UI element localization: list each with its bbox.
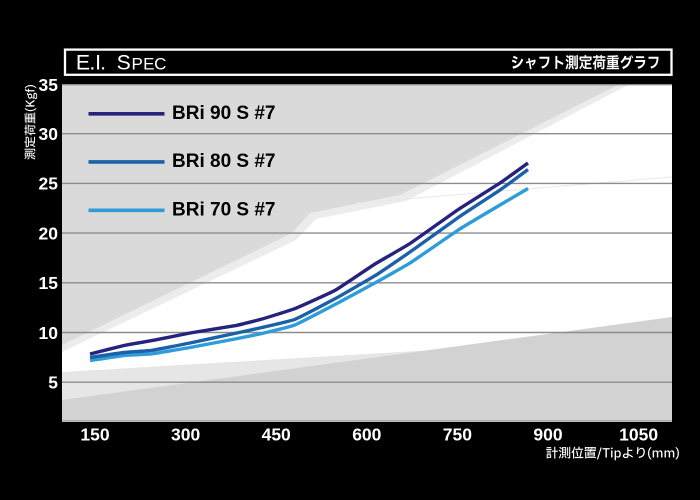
svg-text:BRi 80 S #7: BRi 80 S #7 [172,151,276,172]
svg-text:600: 600 [352,425,381,445]
svg-text:750: 750 [443,425,472,445]
svg-text:1050: 1050 [619,425,658,445]
svg-text:35: 35 [39,75,59,95]
svg-text:450: 450 [262,425,291,445]
svg-text:20: 20 [39,223,59,243]
svg-text:300: 300 [171,425,200,445]
svg-text:15: 15 [39,273,59,293]
svg-text:30: 30 [39,124,59,144]
svg-text:150: 150 [80,425,109,445]
svg-text:E: E [143,55,154,74]
svg-text:900: 900 [533,425,562,445]
svg-text:5: 5 [48,373,58,393]
svg-text:BRi 70 S #7: BRi 70 S #7 [172,200,276,221]
svg-text:I: I [95,52,101,75]
svg-text:25: 25 [39,174,59,194]
svg-text:BRi 90 S #7: BRi 90 S #7 [172,103,276,124]
svg-text:E: E [76,52,90,75]
svg-text:S: S [117,52,131,75]
svg-text:.: . [100,52,106,75]
svg-text:10: 10 [39,323,59,343]
svg-text:P: P [131,55,142,74]
svg-text:.: . [89,52,95,75]
svg-text:C: C [154,55,166,74]
